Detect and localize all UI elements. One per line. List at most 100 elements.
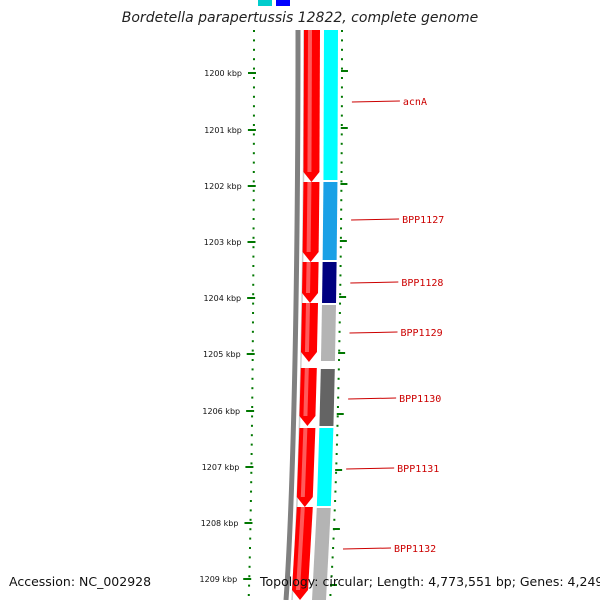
gene-leader-line: [350, 281, 399, 284]
forward-strand-genes: [292, 30, 320, 600]
kbp-tick-label: 1209 kbp: [200, 575, 238, 584]
kbp-tick-label: 1203 kbp: [204, 238, 242, 247]
minor-tick: [333, 509, 336, 512]
minor-tick: [252, 208, 255, 211]
minor-tick: [335, 453, 338, 455]
arrow-highlight: [307, 30, 312, 172]
minor-tick: [252, 283, 255, 286]
minor-tick: [252, 189, 255, 192]
minor-tick: [340, 124, 343, 126]
gene-leader-line: [351, 100, 400, 103]
minor-tick: [251, 368, 254, 371]
minor-tick: [340, 199, 343, 202]
minor-tick: [337, 396, 340, 399]
minor-tick: [251, 359, 254, 361]
minor-tick: [340, 218, 343, 220]
partial-gene-block: [276, 0, 290, 6]
minor-tick: [248, 556, 251, 559]
kbp-tick-label: 1200 kbp: [204, 69, 242, 78]
minor-tick: [340, 189, 343, 192]
gene-leader-line: [346, 467, 395, 470]
minor-tick: [331, 556, 334, 559]
minor-tick: [248, 575, 251, 578]
minor-tick: [335, 462, 338, 465]
minor-tick: [339, 255, 342, 258]
minor-tick: [251, 349, 254, 352]
gene-block: [322, 182, 338, 260]
minor-tick: [252, 246, 255, 249]
arrow-highlight: [306, 182, 312, 252]
minor-tick: [334, 490, 337, 493]
gene-leader-line: [349, 331, 398, 334]
gene-block: [316, 428, 334, 506]
minor-tick: [338, 349, 341, 352]
minor-tick: [340, 95, 343, 98]
minor-tick: [250, 453, 253, 455]
kbp-tick-label: 1202 kbp: [204, 182, 242, 191]
minor-tick: [339, 293, 342, 296]
gene-block: [320, 305, 336, 361]
minor-tick: [340, 227, 343, 230]
minor-tick: [339, 265, 342, 267]
arrow-highlight: [300, 428, 308, 497]
minor-tick: [252, 312, 255, 314]
minor-tick: [334, 481, 337, 484]
minor-tick: [253, 39, 255, 42]
minor-tick: [249, 537, 252, 540]
minor-tick: [249, 509, 252, 512]
minor-tick: [340, 180, 343, 183]
gene-label: BPP1132: [394, 544, 436, 555]
minor-tick: [340, 77, 343, 79]
minor-tick: [248, 584, 251, 587]
minor-tick: [251, 330, 254, 333]
backbone-line: [283, 29, 301, 600]
minor-tick: [251, 340, 254, 343]
minor-tick: [337, 387, 340, 390]
minor-tick: [340, 105, 343, 108]
minor-tick: [252, 227, 255, 230]
kbp-tick-label: 1205 kbp: [203, 350, 241, 359]
minor-tick: [335, 443, 338, 446]
minor-tick: [252, 133, 255, 136]
minor-tick: [337, 368, 340, 371]
gene-label: BPP1127: [402, 215, 444, 226]
gene-block: [312, 508, 331, 600]
minor-tick: [340, 133, 343, 136]
gene-label: BPP1130: [399, 394, 441, 405]
accession-text: Accession: NC_002928: [9, 574, 152, 589]
minor-tick: [250, 490, 253, 493]
minor-tick: [252, 265, 255, 267]
minor-tick: [333, 518, 336, 521]
minor-tick: [252, 48, 255, 51]
minor-tick: [251, 387, 254, 390]
minor-tick: [252, 180, 255, 183]
minor-tick: [252, 199, 255, 202]
minor-tick: [332, 547, 335, 549]
minor-tick: [250, 424, 253, 427]
minor-tick: [340, 67, 343, 70]
minor-tick: [338, 312, 341, 314]
minor-tick: [338, 340, 341, 343]
minor-tick: [248, 565, 251, 568]
map-title: Bordetella parapertussis 12822, complete…: [121, 10, 479, 26]
minor-tick: [252, 255, 255, 258]
minor-tick: [252, 302, 255, 305]
minor-tick: [250, 434, 253, 437]
gene-leader-line: [342, 547, 392, 550]
minor-tick: [250, 462, 253, 465]
minor-tick: [340, 58, 343, 61]
gene-tick-dots: [329, 30, 348, 596]
arrow-highlight: [303, 368, 309, 416]
kbp-tick-label: 1201 kbp: [204, 126, 242, 135]
minor-tick: [339, 283, 342, 286]
kbp-tick-label: 1208 kbp: [201, 519, 239, 528]
arrow-highlight: [306, 262, 311, 293]
gene-block: [319, 369, 335, 426]
kbp-tick-label: 1204 kbp: [203, 294, 241, 303]
minor-tick: [252, 95, 255, 98]
minor-tick: [340, 152, 343, 155]
minor-tick: [330, 575, 333, 578]
minor-tick: [252, 67, 255, 70]
gene-block: [322, 262, 337, 303]
